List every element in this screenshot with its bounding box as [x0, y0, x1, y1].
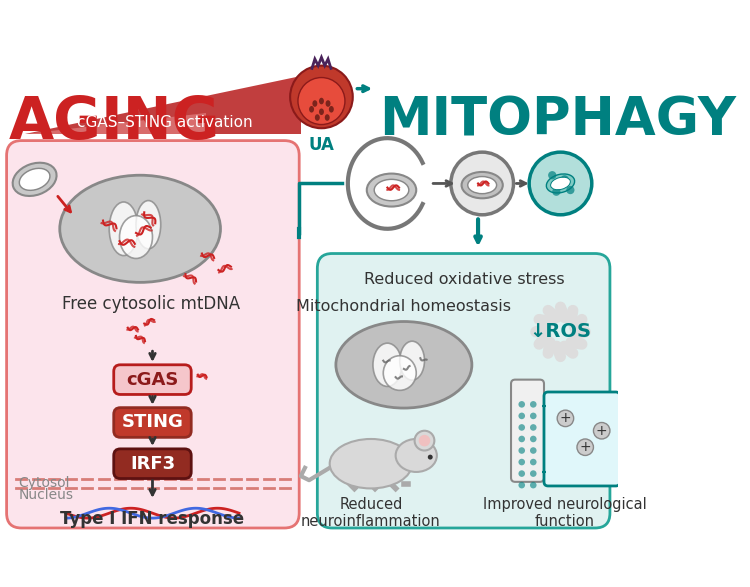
Ellipse shape	[400, 341, 424, 380]
Ellipse shape	[550, 177, 570, 190]
Circle shape	[530, 424, 536, 431]
Text: +: +	[580, 440, 591, 454]
Circle shape	[530, 447, 536, 454]
Text: Reduced
neuroinflammation: Reduced neuroinflammation	[301, 497, 441, 529]
FancyBboxPatch shape	[317, 254, 610, 528]
Circle shape	[518, 470, 525, 477]
FancyBboxPatch shape	[511, 380, 544, 482]
Circle shape	[518, 436, 525, 442]
Circle shape	[557, 410, 574, 427]
Text: UA: UA	[308, 137, 334, 154]
Circle shape	[530, 152, 592, 215]
Ellipse shape	[373, 343, 402, 386]
Circle shape	[530, 401, 536, 407]
Ellipse shape	[383, 356, 416, 390]
Text: Nucleus: Nucleus	[18, 488, 74, 502]
Text: cGAS: cGAS	[126, 370, 178, 389]
Ellipse shape	[325, 114, 330, 121]
Circle shape	[577, 439, 593, 456]
Ellipse shape	[396, 439, 436, 472]
FancyBboxPatch shape	[7, 141, 299, 528]
FancyBboxPatch shape	[114, 407, 191, 437]
Circle shape	[415, 431, 434, 450]
Ellipse shape	[367, 174, 416, 207]
FancyBboxPatch shape	[114, 365, 191, 394]
Ellipse shape	[330, 439, 412, 488]
Circle shape	[298, 77, 345, 124]
Circle shape	[530, 482, 536, 488]
Polygon shape	[25, 76, 301, 134]
Circle shape	[427, 455, 433, 460]
Ellipse shape	[326, 100, 331, 107]
Ellipse shape	[110, 202, 138, 255]
Text: IRF3: IRF3	[130, 455, 175, 473]
Ellipse shape	[374, 180, 409, 201]
Ellipse shape	[328, 106, 334, 113]
Circle shape	[518, 424, 525, 431]
Text: MITOPHAGY: MITOPHAGY	[380, 95, 736, 146]
Circle shape	[566, 186, 574, 194]
Text: Reduced oxidative stress: Reduced oxidative stress	[364, 272, 564, 288]
Ellipse shape	[119, 215, 152, 258]
Circle shape	[451, 152, 514, 215]
Ellipse shape	[336, 322, 472, 408]
Ellipse shape	[319, 98, 324, 104]
Circle shape	[560, 176, 568, 184]
Text: +: +	[560, 411, 572, 426]
Circle shape	[290, 66, 352, 128]
Ellipse shape	[546, 174, 574, 193]
Text: Improved neurological
function: Improved neurological function	[483, 497, 646, 529]
Ellipse shape	[309, 106, 314, 113]
Text: Free cytosolic mtDNA: Free cytosolic mtDNA	[62, 295, 240, 313]
Circle shape	[518, 413, 525, 419]
Circle shape	[518, 459, 525, 465]
Circle shape	[530, 436, 536, 442]
Text: ↓ROS: ↓ROS	[530, 322, 592, 341]
Text: Type I IFN response: Type I IFN response	[61, 510, 244, 528]
Text: Mitochondrial homeostasis: Mitochondrial homeostasis	[296, 299, 512, 314]
Ellipse shape	[315, 114, 320, 121]
Circle shape	[530, 459, 536, 465]
Text: cGAS–STING activation: cGAS–STING activation	[77, 115, 253, 130]
Circle shape	[530, 413, 536, 419]
Ellipse shape	[136, 201, 160, 249]
Text: AGING: AGING	[8, 95, 220, 151]
Circle shape	[518, 482, 525, 488]
Circle shape	[530, 470, 536, 477]
Text: +: +	[596, 424, 608, 438]
Circle shape	[548, 171, 556, 180]
Ellipse shape	[319, 109, 324, 115]
Text: STING: STING	[122, 413, 184, 431]
Ellipse shape	[461, 172, 503, 198]
Circle shape	[593, 423, 610, 439]
Ellipse shape	[60, 176, 220, 282]
Circle shape	[518, 447, 525, 454]
Circle shape	[518, 401, 525, 407]
Text: Cytosol: Cytosol	[18, 477, 70, 491]
FancyBboxPatch shape	[544, 392, 620, 486]
Ellipse shape	[13, 163, 56, 196]
Ellipse shape	[468, 177, 496, 194]
Ellipse shape	[20, 168, 50, 190]
Circle shape	[552, 188, 560, 196]
Circle shape	[419, 435, 430, 446]
FancyBboxPatch shape	[114, 449, 191, 478]
Ellipse shape	[313, 100, 317, 107]
Polygon shape	[25, 113, 206, 134]
